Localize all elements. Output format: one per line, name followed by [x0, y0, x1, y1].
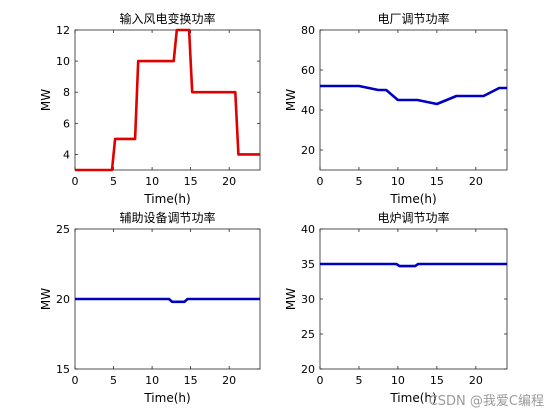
x-tick-label: 20 [469, 175, 483, 188]
watermark: CSDN @我爱C编程 [428, 394, 544, 409]
x-axis-label: Time(h) [143, 391, 190, 405]
y-tick-label: 25 [56, 223, 70, 236]
subplot-title: 辅助设备调节功率 [119, 210, 215, 225]
y-tick-label: 4 [63, 148, 70, 161]
x-tick-label: 20 [222, 374, 236, 387]
y-tick-label: 8 [63, 86, 70, 99]
x-tick-label: 5 [110, 374, 117, 387]
axes-box [74, 29, 261, 171]
x-axis-label: Time(h) [143, 192, 190, 206]
x-tick-label: 0 [317, 374, 324, 387]
x-tick-label: 20 [469, 374, 483, 387]
y-axis-label: MW [39, 89, 53, 111]
subplot-3: 0 5 10 15 20 15 20 25 辅助设备调节功率 Time(h) MW [39, 210, 261, 405]
y-tick-label: 20 [301, 363, 315, 376]
y-tick-label: 6 [63, 117, 70, 130]
subplot-2: 0 5 10 15 20 20 40 60 80 电厂调节功率 Time(h) MW [284, 11, 508, 206]
x-tick-label: 5 [110, 175, 117, 188]
x-tick-label: 0 [72, 175, 79, 188]
y-axis-label: MW [284, 288, 298, 310]
y-axis-label: MW [39, 288, 53, 310]
subplot-4: 0 5 10 15 20 20 25 30 35 40 电炉调节功率 Time(h) MW [284, 210, 508, 405]
y-tick-label: 10 [56, 55, 70, 68]
y-tick-label: 30 [301, 293, 315, 306]
y-tick-label: 35 [301, 258, 315, 271]
y-tick-label: 25 [301, 328, 315, 341]
x-tick-label: 5 [355, 175, 362, 188]
axes-box [319, 228, 508, 370]
y-tick-label: 12 [56, 24, 70, 37]
x-tick-label: 0 [317, 175, 324, 188]
y-tick-label: 60 [301, 64, 315, 77]
series-line [320, 84, 507, 106]
subplot-title: 电炉调节功率 [377, 210, 449, 225]
x-tick-label: 15 [184, 175, 198, 188]
subplot-1: 0 5 10 15 20 4 6 8 10 12 输入风电变换功率 Time(h) MW [39, 11, 261, 206]
x-axis-label: Time(h) [389, 192, 436, 206]
x-axis-label: Time(h) [389, 391, 436, 405]
x-tick-label: 15 [430, 374, 444, 387]
x-tick-label: 0 [72, 374, 79, 387]
series-line [75, 297, 260, 304]
y-tick-label: 15 [56, 363, 70, 376]
x-tick-label: 10 [145, 175, 159, 188]
y-tick-label: 40 [301, 223, 315, 236]
y-tick-label: 20 [301, 144, 315, 157]
y-tick-label: 80 [301, 24, 315, 37]
series-line [75, 28, 260, 172]
x-tick-label: 10 [145, 374, 159, 387]
x-tick-label: 5 [355, 374, 362, 387]
x-tick-label: 15 [184, 374, 198, 387]
x-tick-label: 10 [391, 374, 405, 387]
y-tick-label: 40 [301, 104, 315, 117]
x-tick-label: 10 [391, 175, 405, 188]
subplot-title: 电厂调节功率 [377, 11, 449, 26]
x-tick-label: 20 [222, 175, 236, 188]
x-tick-label: 15 [430, 175, 444, 188]
subplot-title: 输入风电变换功率 [119, 11, 215, 26]
series-line [320, 262, 507, 268]
y-tick-label: 20 [56, 293, 70, 306]
y-axis-label: MW [284, 89, 298, 111]
